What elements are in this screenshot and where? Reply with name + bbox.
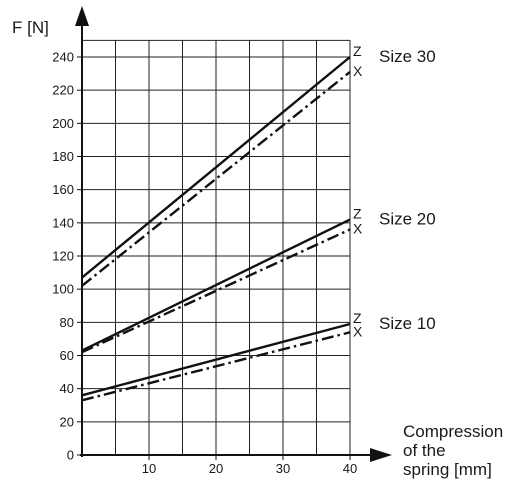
y-tick-label: 0: [67, 448, 74, 463]
y-tick-label: 240: [52, 50, 74, 65]
group-label: Size 20: [379, 210, 436, 229]
y-tick-label: 100: [52, 282, 74, 297]
y-axis-arrow: [75, 6, 89, 26]
y-tick-label: 20: [60, 414, 74, 429]
x-axis-title-line: of the: [403, 441, 446, 460]
series-end-label: Z: [353, 310, 362, 326]
x-tick-label: 20: [209, 461, 223, 476]
series-line-size-10-z: [81, 322, 351, 397]
series-end-label: X: [353, 220, 363, 236]
series-end-label: X: [353, 323, 363, 339]
y-tick-label: 200: [52, 116, 74, 131]
x-tick-label: 30: [276, 461, 290, 476]
y-tick-label: 180: [52, 149, 74, 164]
y-axis-title: F [N]: [12, 18, 49, 37]
series-line-size-20-x: [81, 228, 351, 354]
series-end-label: Z: [353, 206, 362, 222]
series-lines: [81, 56, 351, 402]
x-axis-title-line: spring [mm]: [403, 460, 492, 479]
series-line-size-20-z: [81, 218, 351, 352]
series-end-label: X: [353, 63, 363, 79]
axes: [75, 6, 392, 462]
y-tick-label: 140: [52, 215, 74, 230]
series-end-label: Z: [353, 43, 362, 59]
tick-labels: 0 20 40 60 80 100 120 140 160 180 200 220 240 10 20 30 4…: [52, 50, 357, 477]
series-line-size-10-x: [81, 331, 351, 402]
x-axis-arrow: [370, 448, 392, 462]
series-line-size-30-z: [81, 56, 351, 279]
x-tick-label: 10: [142, 461, 156, 476]
y-tick-label: 120: [52, 249, 74, 264]
y-tick-label: 160: [52, 182, 74, 197]
y-tick-label: 220: [52, 83, 74, 98]
y-tick-label: 40: [60, 381, 74, 396]
group-label: Size 10: [379, 314, 436, 333]
y-tick-label: 80: [60, 315, 74, 330]
x-tick-label: 40: [343, 461, 357, 476]
group-label: Size 30: [379, 47, 436, 66]
grid: [82, 39, 351, 455]
x-axis-title-line: Compression: [403, 422, 503, 441]
y-tick-label: 60: [60, 348, 74, 363]
